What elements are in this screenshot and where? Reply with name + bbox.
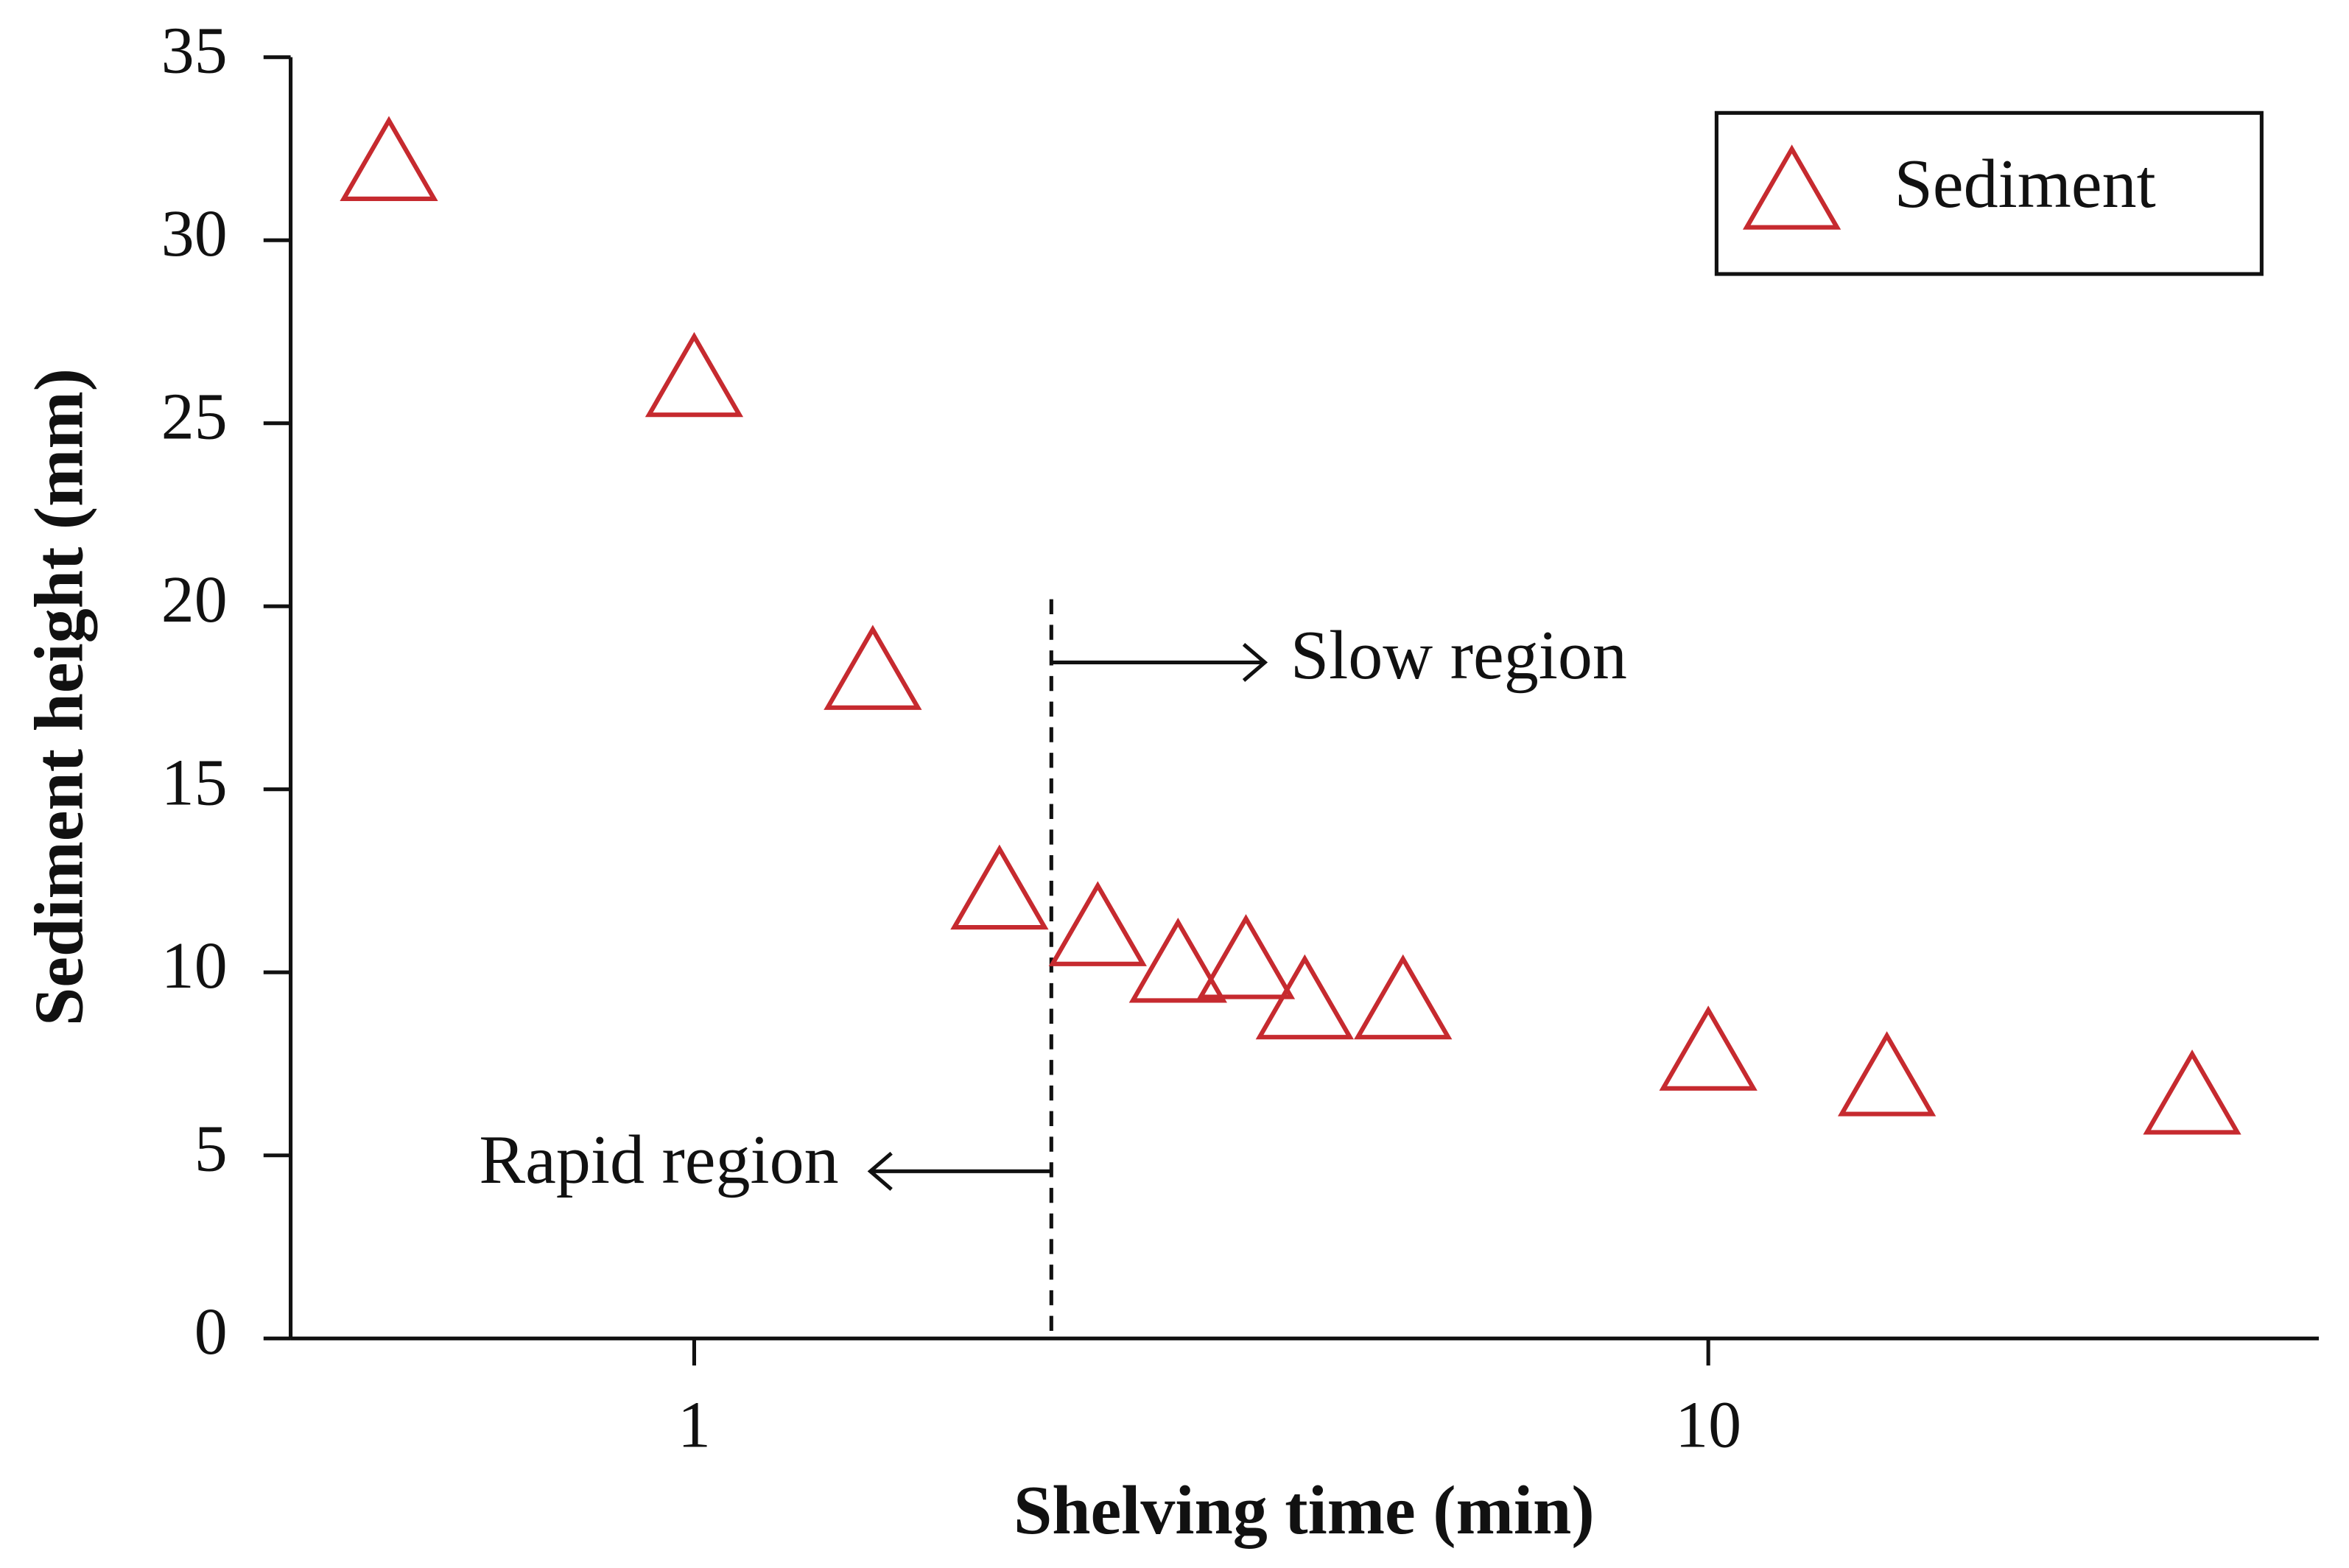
y-tick-label: 30: [161, 197, 228, 270]
marker: [1048, 881, 1147, 966]
y-tick-label: 35: [161, 14, 228, 87]
y-tick-label: 15: [161, 746, 228, 819]
marker: [340, 116, 438, 202]
marker: [824, 625, 922, 710]
y-axis-title: Sediment height (mm): [21, 368, 98, 1026]
x-tick-label: 1: [678, 1389, 711, 1462]
marker: [1354, 954, 1453, 1040]
marker: [1659, 1005, 1758, 1091]
marker: [2143, 1049, 2241, 1135]
y-tick-label: 0: [194, 1295, 228, 1368]
arrow: [1051, 642, 1268, 682]
x-tick-label: 10: [1675, 1389, 1741, 1462]
arrow: [867, 1151, 1052, 1191]
legend-box: [1714, 110, 2264, 276]
marker: [950, 844, 1049, 930]
marker: [1837, 1031, 1937, 1117]
marker: [1196, 914, 1296, 999]
annotation: Rapid region: [479, 1122, 838, 1198]
y-tick-label: 20: [161, 563, 228, 636]
y-tick-label: 5: [194, 1112, 228, 1185]
y-tick-label: 25: [161, 380, 228, 453]
y-tick-label: 10: [161, 929, 228, 1002]
marker: [1255, 954, 1354, 1040]
x-axis-title: Shelving time (min): [1014, 1472, 1595, 1549]
annotation: Slow region: [1291, 617, 1627, 694]
marker: [645, 331, 744, 418]
legend-marker: [1742, 144, 1841, 230]
legend-label: Sediment: [1895, 146, 2156, 222]
marker: [1128, 918, 1227, 1003]
